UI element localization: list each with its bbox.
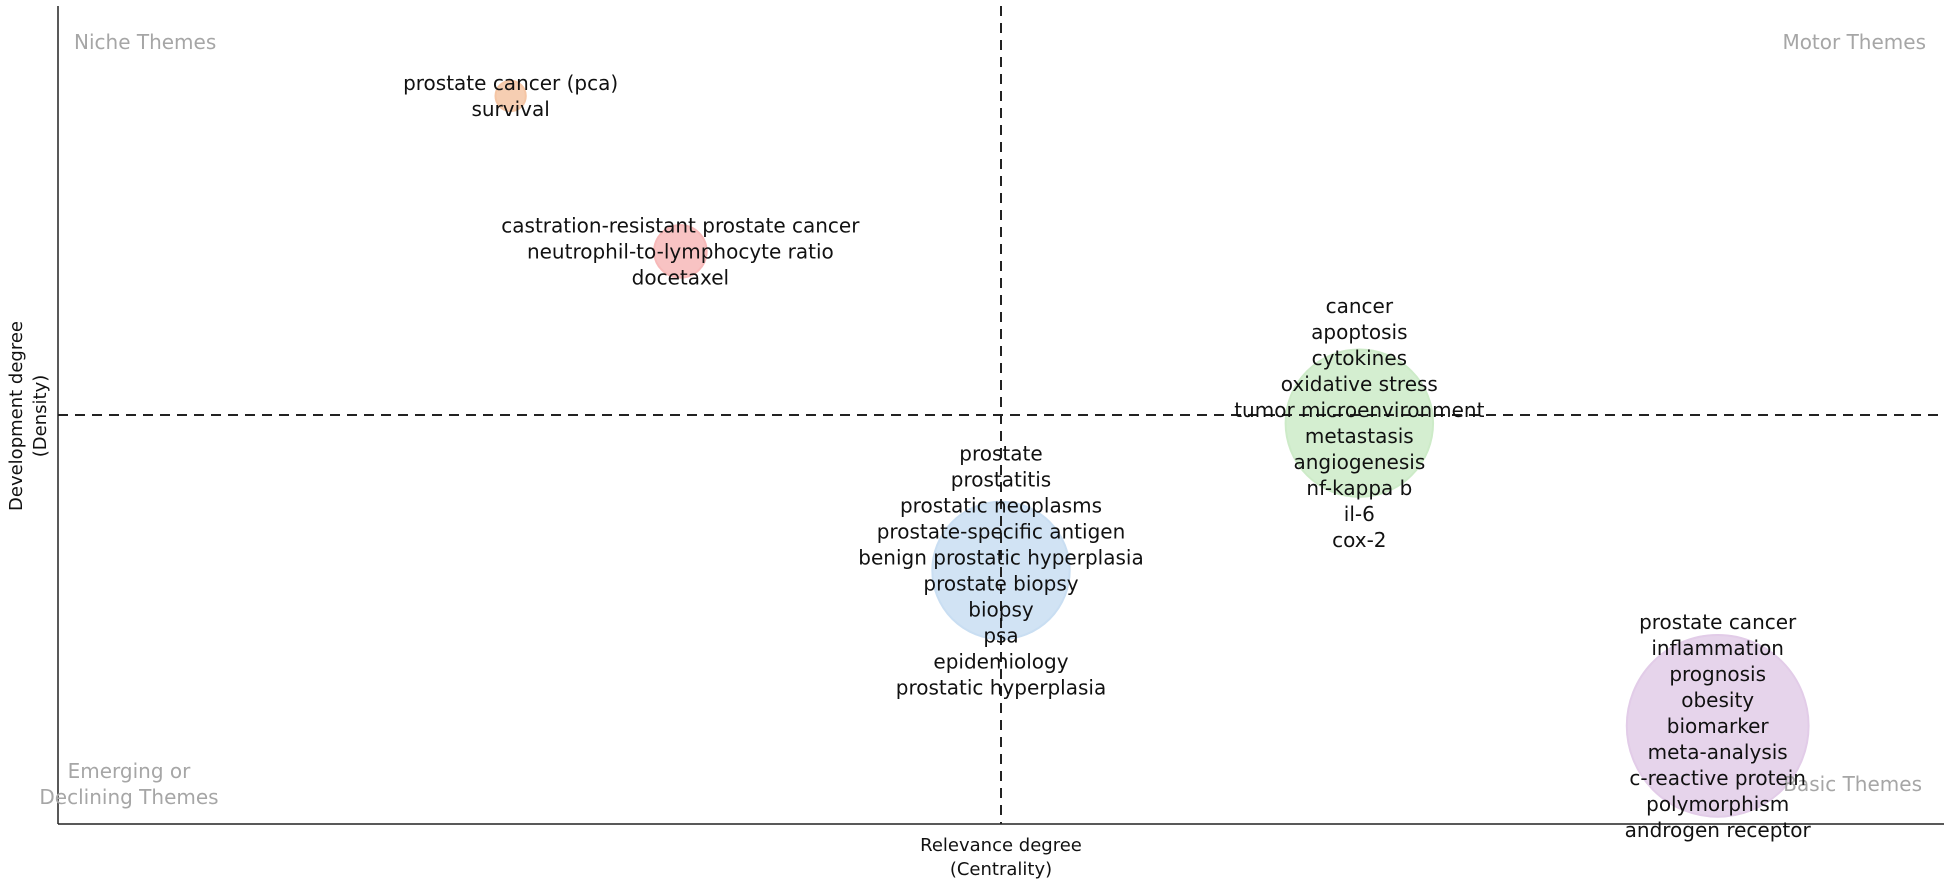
cluster-5-keyword: meta-analysis xyxy=(1648,740,1788,764)
cluster-2-keyword: neutrophil-to-lymphocyte ratio xyxy=(527,239,834,263)
quadrant-label-emerging-line1: Emerging or xyxy=(68,759,192,783)
x-axis-title-line1: Relevance degree xyxy=(920,835,1082,856)
cluster-4-keyword: prostate xyxy=(959,441,1042,465)
cluster-3-keyword: angiogenesis xyxy=(1293,450,1425,474)
cluster-bubble-1 xyxy=(494,79,527,113)
x-axis-title-line2: (Centrality) xyxy=(950,859,1052,880)
cluster-bubble-3 xyxy=(1284,348,1435,498)
cluster-4-keyword: prostate biopsy xyxy=(923,571,1078,595)
cluster-3-keyword: nf-kappa b xyxy=(1306,476,1412,500)
cluster-5-keyword: biomarker xyxy=(1667,714,1770,738)
cluster-4-keyword: prostatic hyperplasia xyxy=(896,675,1106,699)
cluster-4-keyword: benign prostatic hyperplasia xyxy=(858,545,1143,569)
cluster-3-keyword: tumor microenvironment xyxy=(1234,398,1484,422)
cluster-4-keyword: prostatic neoplasms xyxy=(900,493,1102,517)
quadrant-label-basic: Basic Themes xyxy=(1783,772,1922,796)
axis-titles: Relevance degree (Centrality) Developmen… xyxy=(6,321,1082,880)
cluster-1-keyword: prostate cancer (pca) xyxy=(403,71,618,95)
keyword-labels: prostate cancer (pca)survival castration-… xyxy=(403,71,1811,842)
axes xyxy=(57,6,1944,825)
cluster-5-keyword: prostate cancer xyxy=(1639,610,1797,634)
cluster-5-keyword: c-reactive protein xyxy=(1629,766,1806,790)
cluster-2-keyword: docetaxel xyxy=(632,265,729,289)
cluster-2-keyword: castration-resistant prostate cancer xyxy=(501,213,860,237)
reference-lines xyxy=(58,6,1944,824)
quadrant-label-niche: Niche Themes xyxy=(74,30,216,54)
cluster-3-keyword: cytokines xyxy=(1312,346,1407,370)
cluster-5-keyword: androgen receptor xyxy=(1625,818,1812,842)
cluster-3-keyword: cancer xyxy=(1326,294,1394,318)
cluster-5-keyword: polymorphism xyxy=(1646,792,1789,816)
y-axis-title: Development degree (Density) xyxy=(6,321,51,511)
cluster-3-keyword: cox-2 xyxy=(1332,528,1386,552)
cluster-5-keyword: inflammation xyxy=(1651,636,1784,660)
y-axis-title-line2: (Density) xyxy=(30,375,51,457)
quadrant-label-motor: Motor Themes xyxy=(1782,30,1926,54)
cluster-4-keyword: prostatitis xyxy=(951,467,1051,491)
cluster-3-keyword: apoptosis xyxy=(1311,320,1407,344)
cluster-3-keyword: metastasis xyxy=(1305,424,1414,448)
cluster-4-keyword: psa xyxy=(983,623,1018,647)
quadrant-labels: Niche Themes Motor Themes Emerging or De… xyxy=(39,30,1926,809)
cluster-1-keyword: survival xyxy=(471,97,549,121)
cluster-bubble-2 xyxy=(653,224,708,279)
clusters-layer xyxy=(494,79,1810,818)
cluster-5-keyword: prognosis xyxy=(1669,662,1766,686)
cluster-4-keyword: biopsy xyxy=(968,597,1034,621)
cluster-3-keyword: oxidative stress xyxy=(1281,372,1438,396)
cluster-bubble-5 xyxy=(1625,633,1810,818)
cluster-5-keyword: obesity xyxy=(1681,688,1754,712)
cluster-3-keyword: il-6 xyxy=(1344,502,1375,526)
y-axis-title-line1: Development degree xyxy=(6,321,27,511)
cluster-4-keyword: epidemiology xyxy=(933,649,1068,673)
cluster-4-keyword: prostate-specific antigen xyxy=(877,519,1126,543)
quadrant-label-emerging-line2: Declining Themes xyxy=(39,785,218,809)
